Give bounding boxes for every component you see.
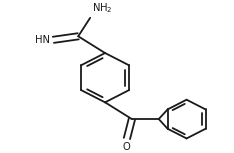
Text: O: O [122, 142, 130, 152]
Text: HN: HN [35, 35, 50, 45]
Text: NH$_2$: NH$_2$ [92, 1, 113, 15]
